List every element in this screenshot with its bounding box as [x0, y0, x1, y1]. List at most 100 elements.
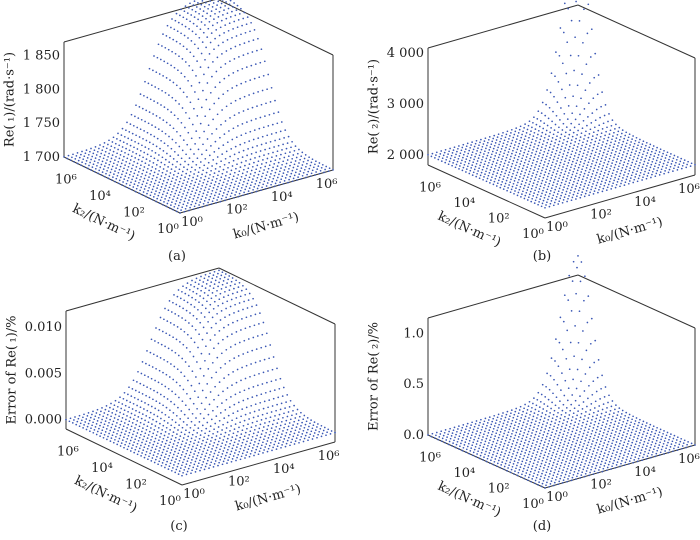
surface-point: [84, 162, 87, 165]
surface-point: [233, 403, 236, 406]
surface-point: [546, 201, 548, 204]
surface-point: [677, 446, 680, 449]
surface-point: [651, 428, 654, 430]
surface-point: [487, 174, 490, 177]
surface-point: [139, 178, 141, 181]
surface-point: [225, 286, 227, 289]
surface-point: [127, 153, 130, 156]
surface-point: [141, 194, 144, 196]
surface-point: [166, 202, 169, 205]
surface-point: [225, 348, 228, 351]
surface-point: [218, 269, 220, 272]
box-top-right-edge: [218, 267, 336, 325]
surface-point: [595, 390, 598, 393]
surface-point: [169, 452, 172, 454]
surface-point: [657, 154, 660, 156]
surface-point: [181, 107, 184, 109]
surface-point: [259, 61, 262, 64]
surface-point: [177, 154, 180, 156]
surface-point: [300, 425, 302, 427]
surface-point: [295, 437, 298, 439]
surface-point: [550, 357, 553, 359]
surface-point: [122, 425, 125, 428]
surface-point: [561, 168, 563, 171]
surface-point: [491, 443, 494, 446]
surface-point: [634, 420, 637, 422]
surface-point: [239, 391, 241, 394]
surface-point: [311, 158, 314, 161]
surface-point: [160, 139, 162, 142]
surface-point: [177, 21, 180, 24]
surface-point: [200, 3, 203, 6]
surface-point: [580, 147, 582, 150]
surface-point: [330, 430, 333, 432]
surface-point: [541, 482, 544, 485]
surface-point: [182, 285, 184, 288]
surface-point: [150, 405, 153, 408]
surface-point: [628, 413, 631, 416]
surface-point: [661, 435, 663, 438]
surface-point: [120, 134, 123, 136]
surface-point: [594, 177, 596, 180]
surface-point: [193, 173, 195, 175]
surface-point: [203, 292, 206, 294]
surface-point: [296, 434, 299, 436]
surface-point: [524, 123, 526, 125]
surface-point: [524, 462, 527, 464]
surface-point: [616, 414, 619, 416]
surface-point: [608, 147, 610, 150]
surface-point: [208, 108, 211, 111]
surface-point: [269, 176, 271, 178]
surface-point: [165, 406, 168, 409]
surface-point: [94, 167, 97, 170]
surface-point: [571, 135, 574, 138]
surface-point: [488, 172, 491, 174]
surface-point: [603, 184, 606, 187]
surface-point: [177, 473, 180, 475]
surface-point: [651, 441, 654, 443]
surface-point: [671, 160, 674, 162]
surface-point: [122, 413, 125, 416]
surface-point: [592, 380, 595, 383]
surface-point: [571, 476, 574, 479]
surface-point: [122, 397, 125, 400]
surface-point: [201, 184, 204, 187]
surface-point: [236, 4, 239, 7]
surface-point: [191, 433, 194, 436]
surface-point: [474, 423, 477, 425]
surface-point: [486, 141, 489, 144]
surface-point: [658, 454, 661, 456]
surface-point: [140, 372, 143, 375]
surface-point: [553, 191, 556, 194]
surface-point: [266, 182, 269, 184]
surface-point: [138, 411, 141, 414]
surface-point: [606, 420, 609, 422]
surface-point: [539, 152, 541, 154]
surface-point: [184, 455, 186, 458]
surface-point: [642, 163, 645, 166]
surface-point: [95, 433, 98, 436]
surface-point: [602, 444, 605, 447]
surface-point: [544, 158, 547, 161]
surface-point: [140, 455, 142, 457]
surface-point: [251, 146, 254, 149]
surface-point: [275, 448, 278, 450]
surface-point: [538, 201, 540, 203]
surface-point: [460, 162, 462, 165]
surface-point: [144, 453, 147, 456]
surface-point: [198, 36, 201, 39]
surface-point: [179, 87, 182, 90]
surface-point: [518, 153, 521, 155]
surface-point: [238, 112, 240, 114]
surface-point: [527, 173, 530, 176]
surface-point: [182, 307, 184, 310]
surface-point: [628, 450, 631, 452]
surface-point: [521, 167, 524, 170]
surface-point: [231, 87, 234, 89]
surface-point: [217, 454, 219, 457]
surface-point: [231, 189, 234, 192]
surface-point: [219, 165, 221, 168]
surface-point: [152, 113, 154, 115]
surface-point: [550, 164, 553, 167]
surface-point: [591, 419, 593, 421]
